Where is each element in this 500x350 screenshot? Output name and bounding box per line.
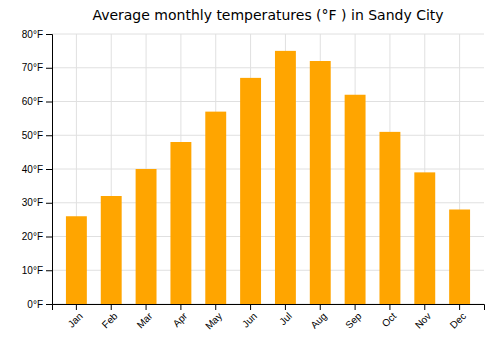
tick-mark <box>285 304 286 310</box>
tick-label: 0°F <box>27 299 43 310</box>
title: Average monthly temperatures (°F ) in Sa… <box>92 7 443 23</box>
tick-mark <box>424 304 425 310</box>
tick-mark <box>459 304 460 310</box>
tick: Feb <box>100 304 120 330</box>
tick: Apr <box>171 304 190 329</box>
tick-label: Dec <box>448 310 468 330</box>
tick-mark <box>46 102 52 103</box>
tick: Sep <box>343 304 364 331</box>
plot: 0°F 10°F 20°F 30°F 40°F 50°F 60°F 70°F 80°F Jan Fe… <box>22 29 485 332</box>
tick: 80°F <box>22 29 52 40</box>
tick-mark <box>46 135 52 136</box>
bar <box>205 112 226 304</box>
tick-label: Sep <box>343 310 364 331</box>
bar <box>66 216 87 304</box>
axis-line <box>46 35 53 305</box>
axis-line <box>53 305 485 311</box>
tick-label: 80°F <box>22 29 43 40</box>
tick-mark <box>46 270 52 271</box>
tick: 0°F <box>27 299 52 310</box>
tick-label: 70°F <box>22 62 43 73</box>
tick-label: Nov <box>413 310 433 330</box>
tick-mark <box>355 304 356 310</box>
x-axis: Jan Feb Mar Apr May Jun Jul Aug Sep Oct Nov Dec <box>53 304 485 332</box>
bar <box>170 142 191 304</box>
tick-label: Jul <box>277 310 294 327</box>
tick-label: 20°F <box>22 231 43 242</box>
grid-line <box>52 67 484 68</box>
tick: May <box>203 304 224 332</box>
tick: 30°F <box>22 197 52 208</box>
bar <box>379 132 400 304</box>
tick: Mar <box>135 304 155 330</box>
bar <box>449 210 470 305</box>
tick-mark <box>46 304 52 305</box>
tick-label: Jan <box>66 310 85 329</box>
tick: Jul <box>277 304 294 327</box>
tick: Jun <box>240 304 259 330</box>
tick: 50°F <box>22 130 52 141</box>
tick-label: Apr <box>171 310 190 329</box>
tick-mark <box>46 237 52 238</box>
grid-line <box>52 34 484 35</box>
tick-mark <box>46 203 52 204</box>
tick-label: 30°F <box>22 197 43 208</box>
tick: 70°F <box>22 62 52 73</box>
bar <box>414 172 435 304</box>
tick: 40°F <box>22 164 52 175</box>
tick: 60°F <box>22 96 52 107</box>
grid-line <box>52 169 484 170</box>
bars <box>66 51 470 304</box>
tick-label: 50°F <box>22 130 43 141</box>
bar <box>310 61 331 304</box>
tick-mark <box>46 34 52 35</box>
tick: Jan <box>66 304 85 330</box>
tick: Nov <box>413 304 433 331</box>
tick-mark <box>111 304 112 310</box>
bar <box>136 169 157 304</box>
tick-mark <box>76 304 77 310</box>
chart: 0°F 10°F 20°F 30°F 40°F 50°F 60°F 70°F 80°F Jan Fe… <box>0 0 500 350</box>
grid-line <box>52 101 484 102</box>
tick-label: 10°F <box>22 265 43 276</box>
tick-mark <box>320 304 321 310</box>
tick: Aug <box>308 304 328 331</box>
tick-label: May <box>203 310 224 331</box>
tick: Oct <box>380 304 399 329</box>
tick-mark <box>146 304 147 310</box>
tick-mark <box>46 68 52 69</box>
tick: 20°F <box>22 231 52 242</box>
bar <box>101 196 122 304</box>
tick-mark <box>180 304 181 310</box>
tick-label: 60°F <box>22 96 43 107</box>
tick-mark <box>46 169 52 170</box>
tick-mark <box>215 304 216 310</box>
bar <box>275 51 296 304</box>
tick-label: Oct <box>380 310 399 329</box>
bar <box>240 78 261 304</box>
tick-mark <box>250 304 251 310</box>
tick: Dec <box>448 304 468 331</box>
bar <box>345 95 366 304</box>
tick-label: Aug <box>308 310 328 330</box>
tick-label: Jun <box>240 310 259 329</box>
tick-label: 40°F <box>22 164 43 175</box>
tick-label: Feb <box>100 310 120 330</box>
grid-line <box>52 135 484 136</box>
grid <box>52 34 484 304</box>
tick: 10°F <box>22 265 52 276</box>
tick-mark <box>389 304 390 310</box>
y-axis: 0°F 10°F 20°F 30°F 40°F 50°F 60°F 70°F 80°F <box>22 29 53 310</box>
tick-label: Mar <box>135 310 155 330</box>
